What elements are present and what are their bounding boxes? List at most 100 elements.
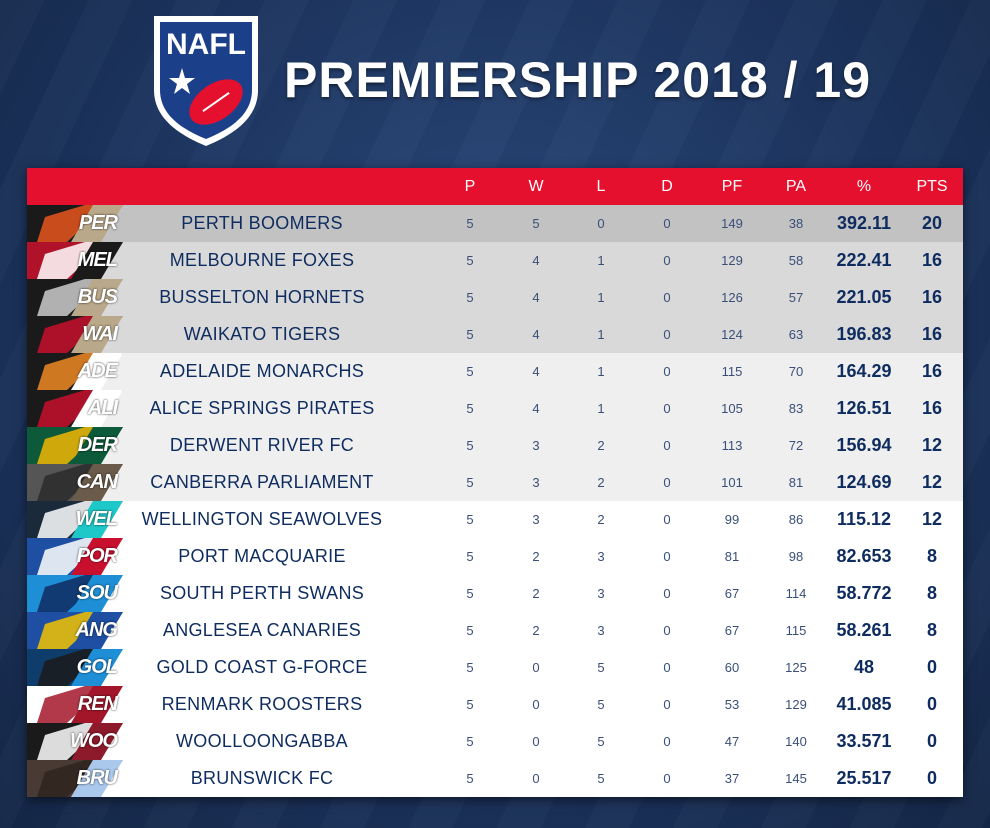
team-abbreviation: ADE bbox=[77, 360, 118, 382]
table-row: WEL WELLINGTON SEAWOLVES 5 3 2 0 99 86 115.12 12 bbox=[27, 501, 963, 538]
team-logo-badge: CAN bbox=[27, 464, 123, 501]
cell-l: 1 bbox=[597, 290, 605, 305]
team-abbreviation: WEL bbox=[75, 508, 118, 530]
cell-pf: 47 bbox=[724, 734, 740, 749]
team-logo-badge: GOL bbox=[27, 649, 123, 686]
team-logo-badge: ALI bbox=[27, 390, 123, 427]
cell-pf: 67 bbox=[724, 586, 740, 601]
cell-d: 0 bbox=[663, 253, 671, 268]
cell-pts: 8 bbox=[926, 546, 937, 566]
cell-d: 0 bbox=[663, 586, 671, 601]
team-abbreviation: WAI bbox=[82, 323, 118, 345]
cell-pa: 83 bbox=[788, 401, 804, 416]
team-name: RENMARK ROOSTERS bbox=[161, 694, 363, 714]
team-abbreviation: ALI bbox=[87, 397, 118, 419]
cell-d: 0 bbox=[663, 364, 671, 379]
cell-p: 5 bbox=[466, 401, 474, 416]
cell-pf: 129 bbox=[721, 253, 743, 268]
team-logo-badge: WAI bbox=[27, 316, 123, 353]
cell-pf: 67 bbox=[724, 623, 740, 638]
cell-d: 0 bbox=[663, 290, 671, 305]
table-header: P W L D PF PA% PTS bbox=[27, 168, 963, 205]
cell-p: 5 bbox=[466, 697, 474, 712]
cell-pct: 82.653 bbox=[836, 546, 892, 566]
table-row: ANG ANGLESEA CANARIES 5 2 3 0 67 115 58.261 8 bbox=[27, 612, 963, 649]
cell-pa: 81 bbox=[788, 475, 804, 490]
table-row: GOL GOLD COAST G-FORCE 5 0 5 0 60 125 48 0 bbox=[27, 649, 963, 686]
cell-pct: 126.51 bbox=[836, 398, 892, 418]
cell-pa: 129 bbox=[785, 697, 807, 712]
cell-p: 5 bbox=[466, 660, 474, 675]
cell-pts: 16 bbox=[921, 287, 943, 307]
team-abbreviation: MEL bbox=[77, 249, 118, 271]
cell-l: 0 bbox=[597, 216, 605, 231]
cell-pts: 8 bbox=[926, 620, 937, 640]
cell-d: 0 bbox=[663, 401, 671, 416]
cell-w: 0 bbox=[532, 660, 540, 675]
cell-pts: 12 bbox=[921, 472, 943, 492]
cell-p: 5 bbox=[466, 438, 474, 453]
team-abbreviation: BUS bbox=[77, 286, 118, 308]
team-abbreviation: ANG bbox=[75, 619, 118, 641]
team-logo-badge: SOU bbox=[27, 575, 123, 612]
cell-w: 4 bbox=[532, 401, 540, 416]
cell-p: 5 bbox=[466, 734, 474, 749]
cell-p: 5 bbox=[466, 290, 474, 305]
table-row: BUS BUSSELTON HORNETS 5 4 1 0 126 57 221.05 16 bbox=[27, 279, 963, 316]
team-name: WAIKATO TIGERS bbox=[183, 324, 341, 344]
team-abbreviation: WOO bbox=[70, 730, 118, 752]
page-title: PREMIERSHIP 2018 / 19 bbox=[284, 52, 872, 108]
cell-d: 0 bbox=[663, 771, 671, 786]
team-name: ADELAIDE MONARCHS bbox=[159, 361, 365, 381]
cell-pa: 125 bbox=[785, 660, 807, 675]
team-logo-badge: BRU bbox=[27, 760, 123, 797]
cell-p: 5 bbox=[466, 216, 474, 231]
cell-d: 0 bbox=[663, 549, 671, 564]
cell-pa: 145 bbox=[785, 771, 807, 786]
cell-pa: 140 bbox=[785, 734, 807, 749]
cell-p: 5 bbox=[466, 549, 474, 564]
team-abbreviation: REN bbox=[77, 693, 118, 715]
cell-pct: 33.571 bbox=[836, 731, 892, 751]
cell-pa: 70 bbox=[788, 364, 804, 379]
table-row: REN RENMARK ROOSTERS 5 0 5 0 53 129 41.085 0 bbox=[27, 686, 963, 723]
table-row: POR PORT MACQUARIE MARINERS 5 2 3 0 81 98 82.653… bbox=[27, 538, 963, 603]
cell-pa: 58 bbox=[788, 253, 804, 268]
cell-l: 5 bbox=[597, 660, 605, 675]
cell-pct: 222.41 bbox=[836, 250, 892, 270]
team-name: GOLD COAST G-FORCE bbox=[156, 657, 368, 677]
cell-pts: 12 bbox=[921, 509, 943, 529]
standings-table: P W L D PF PA% PTS PER PERTH BOOMERS 5 5 0 0 149 38 39… bbox=[27, 168, 963, 797]
cell-pct: 41.085 bbox=[836, 694, 892, 714]
cell-w: 3 bbox=[532, 438, 540, 453]
star-icon bbox=[169, 68, 195, 94]
cell-pf: 124 bbox=[721, 327, 743, 342]
cell-w: 4 bbox=[532, 364, 540, 379]
cell-p: 5 bbox=[466, 364, 474, 379]
cell-pct: 124.69 bbox=[836, 472, 892, 492]
cell-pts: 0 bbox=[926, 694, 937, 714]
cell-l: 5 bbox=[597, 771, 605, 786]
cell-pct: 221.05 bbox=[836, 287, 892, 307]
team-abbreviation: PER bbox=[78, 212, 118, 234]
cell-pts: 16 bbox=[921, 398, 943, 418]
column-header-l: L bbox=[596, 178, 606, 195]
cell-pct: 48 bbox=[853, 657, 875, 677]
team-abbreviation: BRU bbox=[76, 767, 118, 789]
team-logo-badge: ANG bbox=[27, 612, 123, 649]
team-abbreviation: SOU bbox=[76, 582, 118, 604]
nafl-shield-logo: NAFL bbox=[154, 16, 258, 146]
cell-l: 1 bbox=[597, 401, 605, 416]
cell-d: 0 bbox=[663, 512, 671, 527]
cell-pf: 60 bbox=[724, 660, 740, 675]
table-row: CAN CANBERRA PARLIAMENT 5 3 2 0 101 81 124.69 12 bbox=[27, 464, 963, 501]
team-logo-badge: ADE bbox=[27, 353, 123, 390]
cell-p: 5 bbox=[466, 771, 474, 786]
cell-w: 4 bbox=[532, 290, 540, 305]
team-name: WOOLLOONGABBA MAMMOTHS bbox=[176, 731, 348, 788]
cell-pts: 8 bbox=[926, 583, 937, 603]
table-row: DER DERWENT RIVER FC 5 3 2 0 113 72 156.94 12 bbox=[27, 427, 963, 464]
table-row: ALI ALICE SPRINGS PIRATES 5 4 1 0 105 83 126.51 1… bbox=[27, 390, 963, 427]
cell-pf: 113 bbox=[721, 438, 743, 453]
cell-l: 1 bbox=[597, 327, 605, 342]
